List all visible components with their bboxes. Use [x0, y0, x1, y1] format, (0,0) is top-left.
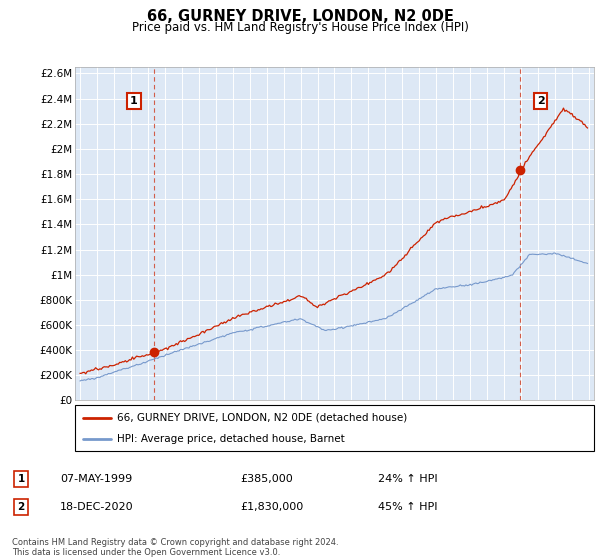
Text: 18-DEC-2020: 18-DEC-2020 — [60, 502, 134, 512]
Text: 24% ↑ HPI: 24% ↑ HPI — [378, 474, 437, 484]
Text: £385,000: £385,000 — [240, 474, 293, 484]
Text: 2: 2 — [17, 502, 25, 512]
Text: 1: 1 — [17, 474, 25, 484]
Text: 66, GURNEY DRIVE, LONDON, N2 0DE: 66, GURNEY DRIVE, LONDON, N2 0DE — [146, 9, 454, 24]
Text: HPI: Average price, detached house, Barnet: HPI: Average price, detached house, Barn… — [116, 435, 344, 444]
Text: £1,830,000: £1,830,000 — [240, 502, 303, 512]
Text: 45% ↑ HPI: 45% ↑ HPI — [378, 502, 437, 512]
Text: 07-MAY-1999: 07-MAY-1999 — [60, 474, 132, 484]
Text: 66, GURNEY DRIVE, LONDON, N2 0DE (detached house): 66, GURNEY DRIVE, LONDON, N2 0DE (detach… — [116, 413, 407, 423]
Text: Contains HM Land Registry data © Crown copyright and database right 2024.
This d: Contains HM Land Registry data © Crown c… — [12, 538, 338, 557]
Text: 2: 2 — [537, 96, 545, 106]
Text: Price paid vs. HM Land Registry's House Price Index (HPI): Price paid vs. HM Land Registry's House … — [131, 21, 469, 34]
Text: 1: 1 — [130, 96, 138, 106]
